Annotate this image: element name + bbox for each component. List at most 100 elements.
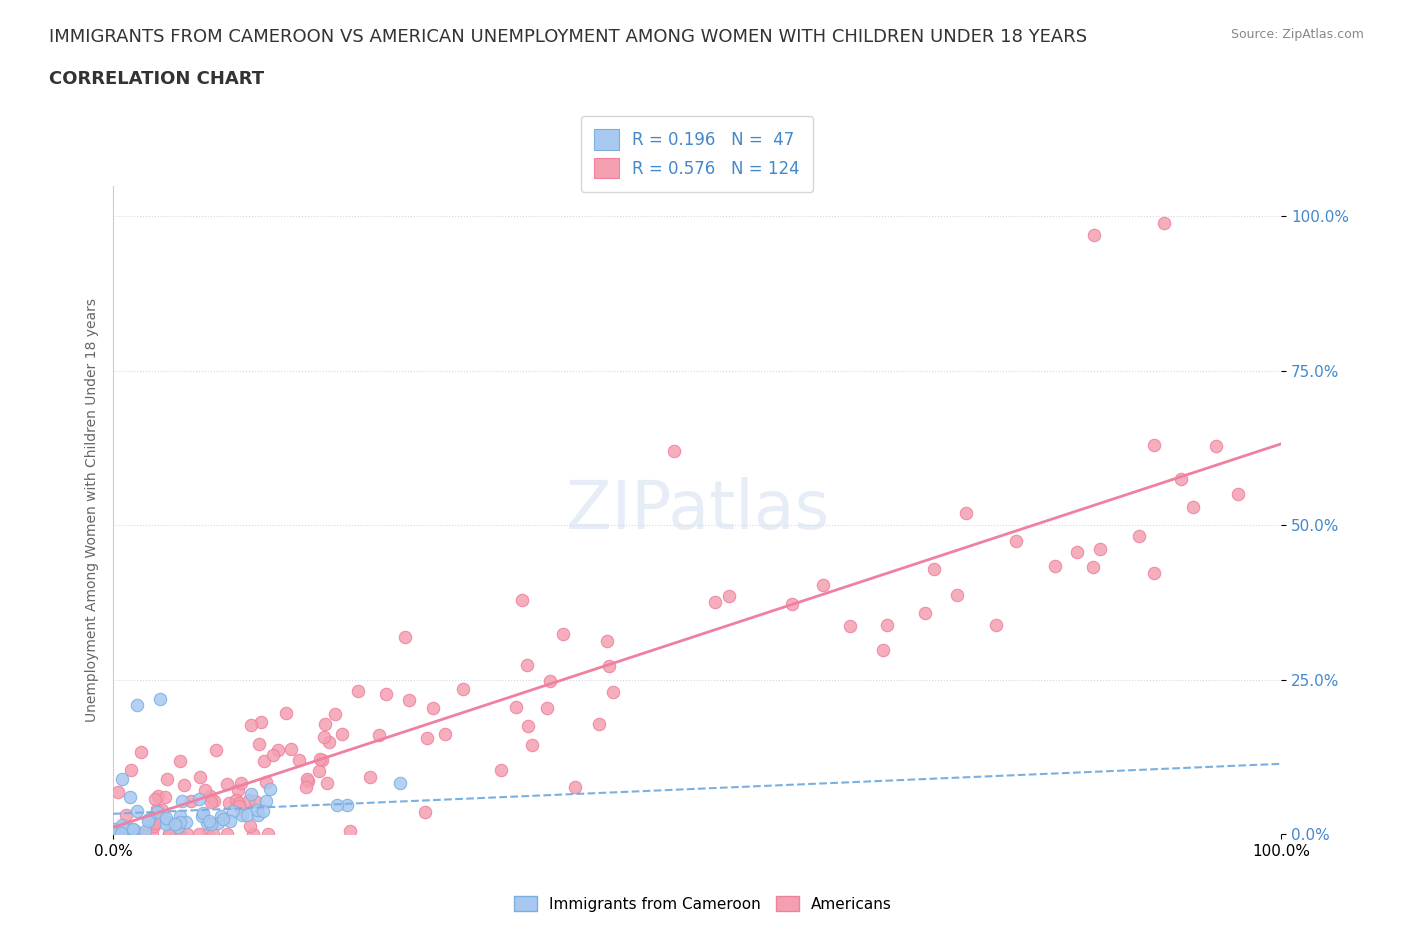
- Point: [195, 815, 218, 830]
- Legend: Immigrants from Cameroon, Americans: Immigrants from Cameroon, Americans: [508, 889, 898, 918]
- Point: [240, 786, 263, 801]
- Point: [217, 777, 239, 791]
- Point: [1083, 228, 1105, 243]
- Point: [336, 797, 359, 812]
- Point: [295, 772, 318, 787]
- Point: [104, 822, 127, 837]
- Point: [173, 777, 195, 792]
- Point: [309, 751, 332, 766]
- Point: [394, 630, 416, 644]
- Point: [180, 793, 202, 808]
- Point: [398, 693, 420, 708]
- Point: [297, 774, 319, 789]
- Point: [1066, 545, 1088, 560]
- Point: [505, 700, 527, 715]
- Point: [231, 807, 253, 822]
- Point: [368, 727, 391, 742]
- Point: [242, 827, 264, 842]
- Point: [120, 790, 142, 804]
- Point: [146, 801, 169, 816]
- Point: [318, 735, 340, 750]
- Point: [946, 588, 969, 603]
- Point: [107, 785, 129, 800]
- Point: [212, 811, 235, 826]
- Point: [588, 717, 610, 732]
- Point: [157, 827, 180, 842]
- Point: [156, 771, 179, 786]
- Point: [872, 643, 894, 658]
- Point: [876, 618, 898, 632]
- Point: [107, 827, 129, 842]
- Point: [839, 618, 862, 633]
- Point: [375, 686, 398, 701]
- Point: [1128, 529, 1150, 544]
- Point: [415, 731, 437, 746]
- Point: [169, 827, 191, 842]
- Text: Source: ZipAtlas.com: Source: ZipAtlas.com: [1230, 28, 1364, 41]
- Point: [1205, 438, 1227, 453]
- Point: [143, 791, 166, 806]
- Point: [188, 792, 211, 807]
- Point: [202, 793, 225, 808]
- Point: [111, 820, 134, 835]
- Point: [1143, 565, 1166, 580]
- Point: [169, 753, 191, 768]
- Point: [247, 737, 270, 751]
- Point: [359, 770, 381, 785]
- Point: [125, 698, 148, 712]
- Point: [200, 794, 222, 809]
- Point: [155, 810, 177, 825]
- Point: [159, 827, 181, 842]
- Point: [228, 795, 250, 810]
- Point: [1170, 472, 1192, 486]
- Point: [295, 779, 318, 794]
- Point: [146, 804, 169, 819]
- Point: [718, 589, 741, 604]
- Point: [1005, 533, 1028, 548]
- Point: [955, 506, 977, 521]
- Point: [339, 823, 361, 838]
- Point: [149, 691, 172, 706]
- Point: [314, 717, 336, 732]
- Point: [132, 827, 155, 842]
- Point: [516, 658, 538, 672]
- Point: [538, 674, 561, 689]
- Point: [219, 814, 242, 829]
- Point: [141, 827, 163, 842]
- Point: [155, 817, 177, 831]
- Point: [914, 605, 936, 620]
- Point: [197, 827, 219, 842]
- Point: [602, 684, 624, 699]
- Point: [516, 719, 538, 734]
- Point: [169, 809, 191, 824]
- Point: [117, 820, 139, 835]
- Point: [413, 804, 436, 819]
- Point: [238, 792, 260, 807]
- Point: [103, 823, 125, 838]
- Point: [174, 815, 197, 830]
- Point: [311, 752, 333, 767]
- Point: [247, 807, 270, 822]
- Point: [703, 595, 725, 610]
- Point: [138, 812, 160, 827]
- Point: [312, 729, 335, 744]
- Point: [188, 827, 211, 842]
- Point: [1081, 560, 1104, 575]
- Point: [202, 827, 225, 842]
- Point: [155, 790, 177, 804]
- Point: [267, 742, 290, 757]
- Point: [188, 769, 211, 784]
- Point: [553, 627, 575, 642]
- Point: [166, 819, 188, 834]
- Point: [225, 792, 247, 807]
- Point: [259, 782, 281, 797]
- Point: [217, 827, 239, 842]
- Point: [598, 658, 620, 673]
- Point: [191, 805, 214, 820]
- Point: [204, 742, 226, 757]
- Point: [564, 779, 586, 794]
- Point: [510, 592, 533, 607]
- Point: [388, 776, 411, 790]
- Point: [924, 562, 946, 577]
- Point: [1181, 499, 1204, 514]
